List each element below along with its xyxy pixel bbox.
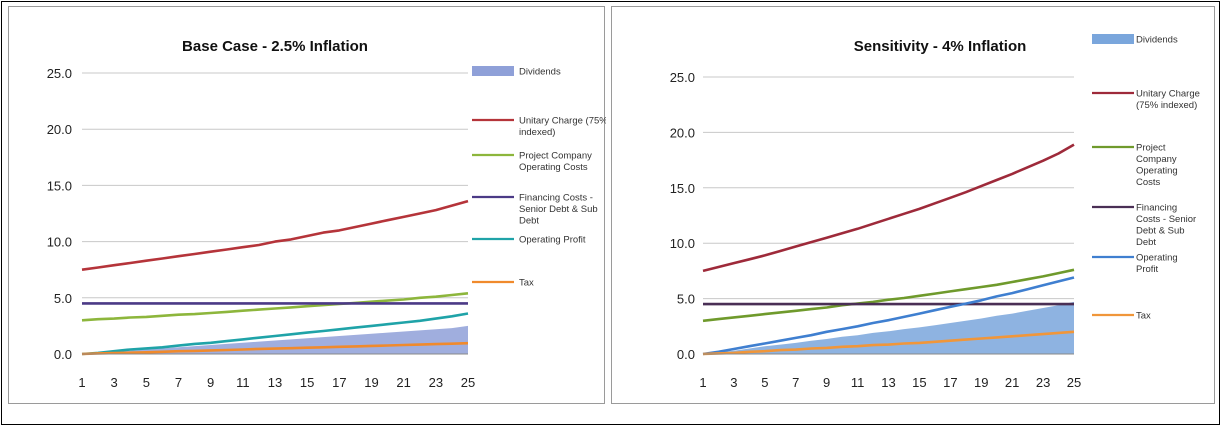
y-tick-label: 5.0 [54, 291, 72, 306]
series-line-unitary-charge-75-indexed [702, 143, 1075, 273]
legend-label: Company [1136, 154, 1177, 165]
x-tick-label: 13 [881, 375, 895, 390]
chart-panel-sensitivity: Sensitivity - 4% Inflation 0.0 5.0 10.0 15.0… [611, 6, 1215, 404]
legend-label: Unitary Charge [1136, 89, 1200, 100]
legend-label: Profit [1136, 264, 1159, 275]
legend-label: Dividends [519, 67, 561, 78]
series-line-tax [81, 341, 469, 356]
legend-label: Costs - Senior [1136, 214, 1196, 225]
chart-sensitivity: Sensitivity - 4% Inflation 0.0 5.0 10.0 15.0… [670, 34, 1200, 390]
legend-label: Senior Debt & Sub [519, 204, 598, 215]
legend-label: Debt & Sub [1136, 226, 1185, 237]
legend-label: Operating [1136, 166, 1178, 177]
chart-title: Sensitivity - 4% Inflation [854, 38, 1027, 55]
series-line-operating-profit [702, 276, 1075, 356]
x-tick-label: 17 [943, 375, 957, 390]
y-tick-label: 10.0 [670, 236, 695, 251]
legend-label: indexed) [519, 127, 555, 138]
x-tick-label: 13 [268, 375, 282, 390]
legend-label: Financing [1136, 203, 1177, 214]
x-tick-label: 11 [236, 375, 250, 390]
y-tick-label: 0.0 [54, 347, 72, 362]
x-tick-label: 11 [851, 375, 865, 390]
y-tick-label: 15.0 [47, 178, 72, 193]
legend-label: Costs [1136, 177, 1161, 188]
series-line-operating-profit [81, 312, 469, 356]
x-tick-label: 9 [207, 375, 214, 390]
legend-label: Project [1136, 143, 1166, 154]
x-tick-label: 7 [175, 375, 182, 390]
x-tick-label: 7 [792, 375, 799, 390]
x-tick-label: 5 [761, 375, 768, 390]
y-tick-label: 15.0 [670, 181, 695, 196]
y-tick-label: 0.0 [677, 347, 695, 362]
chart-title: Base Case - 2.5% Inflation [182, 38, 368, 55]
x-tick-label: 25 [1067, 375, 1081, 390]
x-tick-label: 17 [332, 375, 346, 390]
legend-label: Project Company [519, 151, 592, 162]
x-tick-label: 15 [300, 375, 314, 390]
legend-label: Debt [519, 216, 539, 227]
x-tick-label: 15 [912, 375, 926, 390]
x-tick-label: 1 [78, 375, 85, 390]
series-area-dividends [703, 301, 1074, 354]
legend-label: Tax [519, 278, 534, 289]
legend-label: Debt [1136, 237, 1156, 248]
y-tick-label: 20.0 [670, 125, 695, 140]
y-tick-label: 10.0 [47, 235, 72, 250]
legend-label: Operating [1136, 253, 1178, 264]
x-tick-label: 3 [730, 375, 737, 390]
x-tick-label: 21 [396, 375, 410, 390]
legend-label: (75% indexed) [1136, 100, 1197, 111]
legend-label: Operating Costs [519, 162, 588, 173]
y-tick-label: 20.0 [47, 122, 72, 137]
y-tick-label: 25.0 [670, 70, 695, 85]
x-tick-label: 25 [461, 375, 475, 390]
legend-swatch [472, 66, 514, 76]
x-tick-label: 1 [699, 375, 706, 390]
x-tick-label: 19 [974, 375, 988, 390]
chart-base-case: Base Case - 2.5% Inflation 0.0 5.0 10.0 15.0… [47, 38, 606, 390]
series-line-tax [702, 330, 1075, 356]
legend-label: Financing Costs - [519, 193, 593, 204]
series-line-project-company-operating-costs [702, 268, 1075, 323]
legend-swatch [1092, 34, 1134, 44]
chart-panel-base-case: Base Case - 2.5% Inflation 0.0 5.0 10.0 15.0… [8, 6, 606, 404]
x-tick-label: 23 [429, 375, 443, 390]
legend-label: Operating Profit [519, 235, 586, 246]
x-tick-label: 23 [1036, 375, 1050, 390]
y-tick-label: 25.0 [47, 66, 72, 81]
y-tick-label: 5.0 [677, 292, 695, 307]
x-tick-label: 19 [364, 375, 378, 390]
x-tick-label: 21 [1005, 375, 1019, 390]
series-line-unitary-charge-75-indexed [81, 199, 469, 271]
x-tick-label: 5 [143, 375, 150, 390]
series-line-project-company-operating-costs [81, 292, 469, 322]
legend-label: Tax [1136, 311, 1151, 322]
x-tick-label: 9 [823, 375, 830, 390]
legend-label: Dividends [1136, 35, 1178, 46]
x-tick-label: 3 [111, 375, 118, 390]
legend-label: Unitary Charge (75% [519, 116, 606, 127]
